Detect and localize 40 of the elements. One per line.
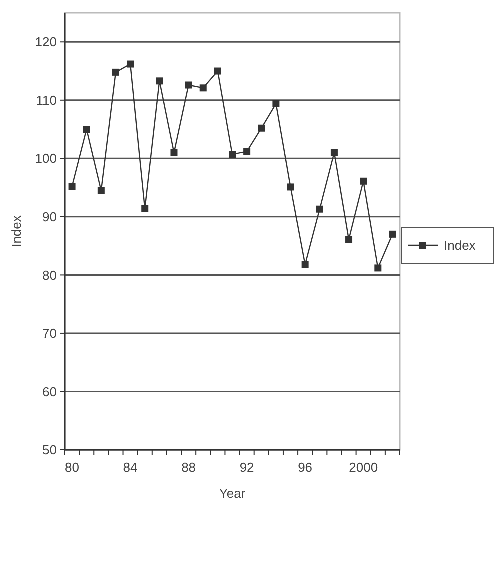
point	[287, 184, 294, 191]
y-tick-label: 100	[35, 151, 57, 166]
point	[272, 100, 280, 108]
x-tick-label: 2000	[349, 460, 378, 475]
x-axis-title: Year	[219, 486, 246, 501]
y-tick-label: 90	[42, 209, 57, 224]
x-tick-label: 96	[298, 460, 313, 475]
point	[346, 236, 353, 244]
point	[112, 68, 120, 76]
point	[142, 205, 149, 212]
x-tick-label: 88	[182, 460, 196, 475]
point	[258, 124, 266, 132]
y-tick-label: 80	[42, 268, 57, 283]
point	[170, 149, 178, 156]
point	[156, 78, 164, 85]
x-tick-label: 80	[65, 460, 80, 475]
point	[98, 187, 105, 194]
point	[330, 149, 338, 156]
y-tick-label: 120	[35, 34, 57, 50]
point	[316, 206, 324, 213]
point	[374, 264, 382, 272]
y-tick-label: 70	[42, 326, 57, 342]
legend-label: Index	[444, 238, 476, 254]
point	[83, 126, 90, 134]
y-tick-label: 50	[42, 442, 57, 458]
point	[229, 151, 236, 158]
point	[185, 82, 192, 89]
y-tick-label: 110	[36, 92, 57, 108]
point	[127, 60, 134, 68]
point	[302, 261, 309, 268]
point	[68, 183, 76, 190]
point	[214, 68, 222, 75]
point	[244, 148, 251, 156]
point	[200, 84, 207, 92]
y-axis-title: Index	[9, 215, 24, 248]
x-tick-label: 84	[123, 460, 138, 475]
y-tick-label: 60	[42, 384, 57, 400]
point	[360, 178, 368, 185]
point	[389, 230, 396, 238]
x-tick-label: 92	[240, 460, 254, 475]
